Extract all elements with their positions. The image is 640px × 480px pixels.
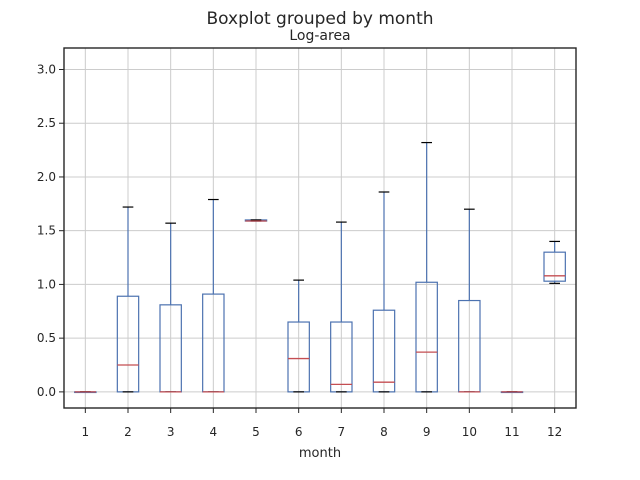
- box-group: [202, 198, 225, 393]
- x-tick-label: 1: [82, 425, 90, 439]
- x-tick-label: 6: [295, 425, 303, 439]
- x-tick-label: 12: [547, 425, 562, 439]
- box-group: [415, 141, 438, 393]
- y-tick-label: 1.5: [37, 224, 56, 238]
- boxes: [74, 141, 566, 394]
- iqr-box: [543, 251, 566, 282]
- y-tick-label: 2.0: [37, 170, 56, 184]
- x-axis-label: month: [299, 446, 341, 461]
- x-tick-label: 2: [124, 425, 132, 439]
- x-tick-label: 10: [462, 425, 477, 439]
- y-tick-label: 0.0: [37, 385, 56, 399]
- box-group: [543, 240, 566, 284]
- x-tick-label: 8: [380, 425, 388, 439]
- box-group: [74, 391, 97, 394]
- plot-frame: [63, 47, 577, 409]
- box-group: [372, 191, 396, 393]
- x-tick-label: 3: [167, 425, 175, 439]
- y-tick-label: 1.0: [37, 277, 56, 291]
- x-tick-label: 11: [504, 425, 519, 439]
- box-group: [500, 391, 524, 394]
- x-tick-label: 5: [252, 425, 260, 439]
- grid: [64, 48, 576, 408]
- box-group: [287, 279, 310, 393]
- x-axis: 1 2 3 4 5 6 7 8 9 10 11 12: [82, 408, 562, 439]
- y-axis: 0.0 0.5 1.0 1.5 2.0 2.5 3.0: [37, 62, 64, 399]
- box-group: [116, 206, 140, 393]
- box-group: [159, 222, 182, 393]
- y-tick-label: 0.5: [37, 331, 56, 345]
- y-tick-label: 2.5: [37, 116, 56, 130]
- box-group: [244, 219, 268, 222]
- box-group: [458, 208, 481, 393]
- x-tick-label: 9: [423, 425, 431, 439]
- box-group: [330, 221, 353, 393]
- y-tick-label: 3.0: [37, 62, 56, 76]
- x-tick-label: 7: [338, 425, 346, 439]
- chart-title: Log-area: [289, 28, 350, 44]
- x-tick-label: 4: [210, 425, 218, 439]
- chart-suptitle: Boxplot grouped by month: [206, 9, 433, 29]
